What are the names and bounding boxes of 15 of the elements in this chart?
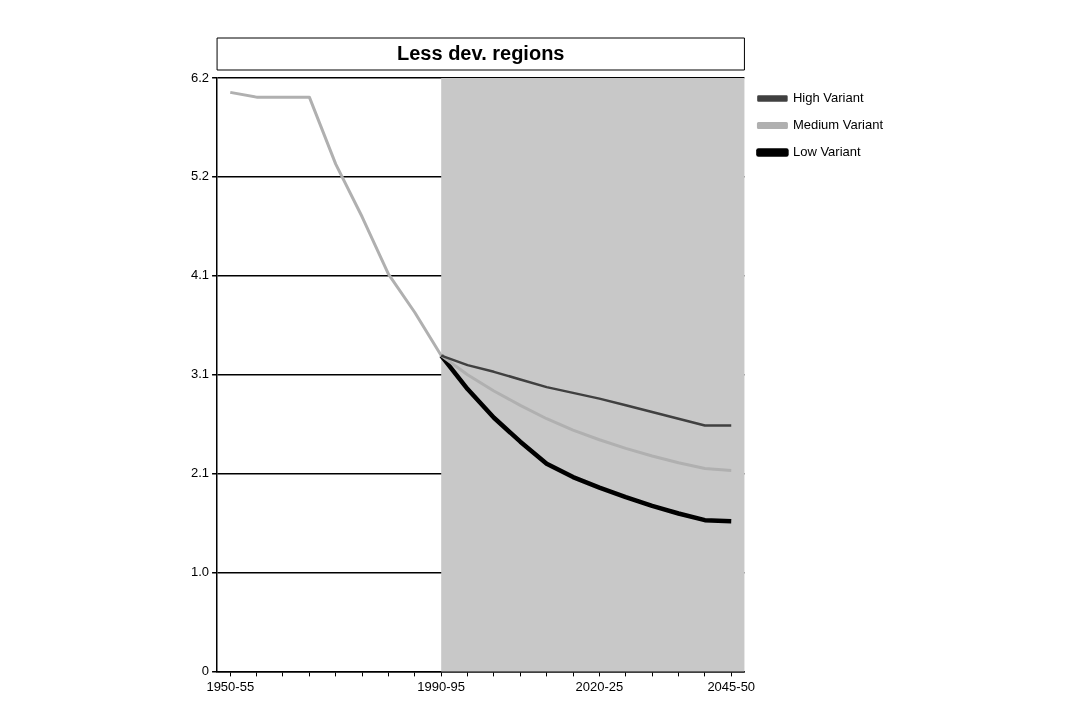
y-tick-label: 4.1: [190, 267, 210, 283]
y-tick-label: 2.1: [190, 465, 210, 481]
y-tick-label: 6.2: [190, 69, 210, 85]
x-tick-label: 1990-95: [417, 678, 466, 694]
y-tick-label: 3.1: [190, 366, 210, 382]
legend-label: Low Variant: [792, 144, 861, 160]
y-tick-label: 5.2: [190, 168, 210, 184]
chart-title: Less dev. regions: [397, 41, 565, 64]
legend-label: Medium Variant: [792, 117, 884, 133]
legend-label: High Variant: [792, 90, 864, 106]
x-tick-label: 1950-55: [206, 678, 255, 694]
x-tick-label: 2045-50: [707, 678, 756, 694]
y-tick-label: 1.0: [190, 564, 210, 580]
x-tick-label: 2020-25: [575, 678, 624, 694]
y-tick-label: 0: [201, 662, 210, 678]
